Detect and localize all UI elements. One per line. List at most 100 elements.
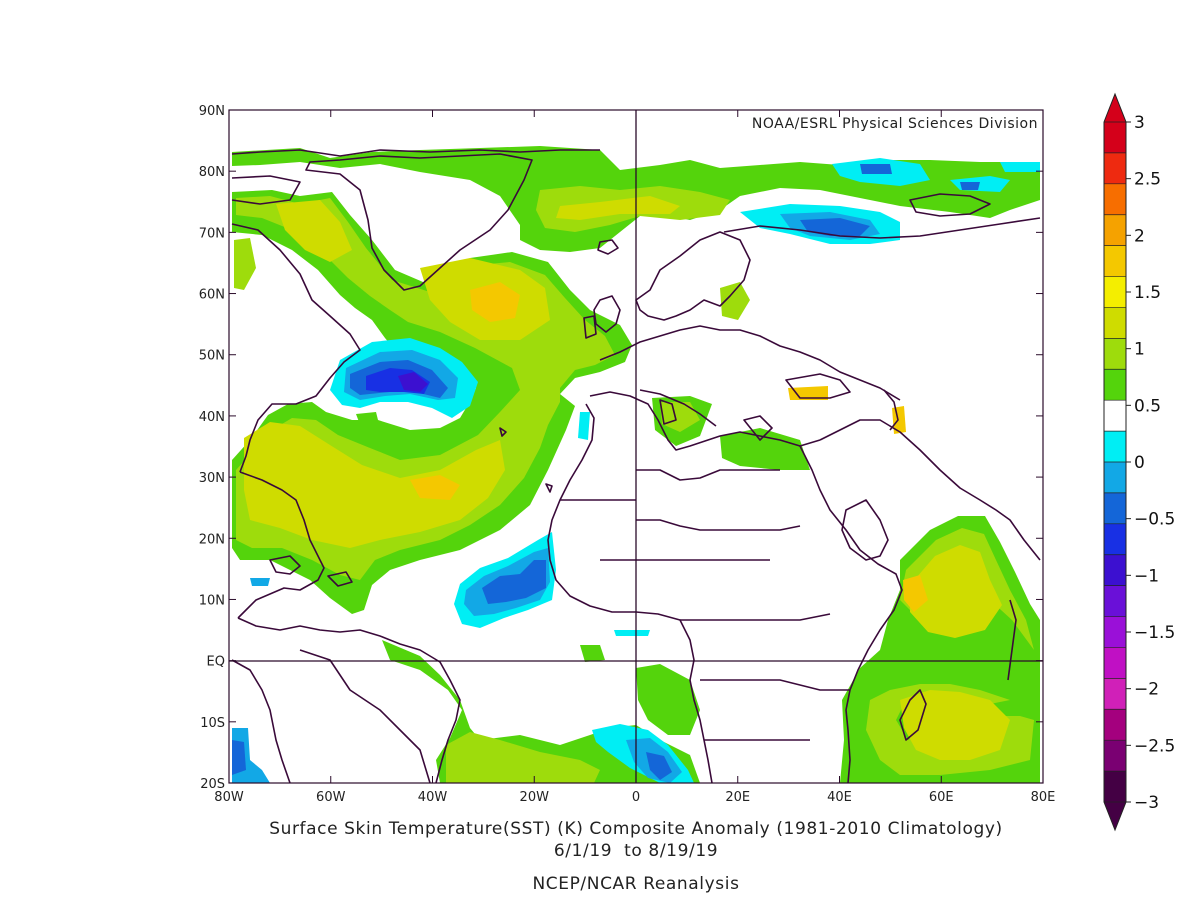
lon-tick-label: 60W [316, 790, 346, 805]
figure-caption-title: Surface Skin Temperature(SST) (K) Compos… [269, 819, 1003, 839]
colorbar-swatch [1104, 554, 1126, 587]
coastline-segment [819, 419, 1041, 561]
colorbar-swatch [1104, 214, 1126, 247]
lat-tick-label: 40N [199, 410, 225, 425]
lon-tick-label: 80E [1031, 790, 1056, 805]
anomaly-contour [234, 238, 256, 290]
colorbar-label: 0 [1134, 453, 1145, 473]
colorbar-label: 2.5 [1134, 170, 1161, 190]
coastline-segment [305, 153, 533, 291]
anomaly-contour [276, 200, 352, 262]
coastline-segment [841, 499, 889, 561]
axis-ticks: 80W 60W 40W 20W 0 20E 40E 60E 80E 90N 80N 70N 60N 50N… [199, 104, 1056, 805]
coastline-segment [636, 519, 801, 531]
anomaly-contour [410, 475, 460, 500]
colorbar-label: 3 [1134, 113, 1145, 133]
lat-tick-label: 30N [199, 471, 225, 486]
anomaly-contour [356, 412, 380, 430]
colorbar-label: −2 [1134, 680, 1159, 700]
colorbar-swatch [1104, 492, 1126, 525]
colorbar-swatch [1104, 523, 1126, 556]
coastline-segment [636, 469, 780, 481]
colorbar-swatch [1104, 338, 1126, 370]
coastline-segment [231, 149, 600, 157]
anomaly-contour [892, 406, 906, 434]
lat-tick-label: 90N [199, 104, 225, 119]
coastline-segment [327, 571, 353, 587]
anomaly-contour [482, 560, 546, 604]
colorbar-label: −2.5 [1134, 736, 1175, 756]
anomaly-contour [720, 282, 750, 320]
coastline-segment [547, 403, 713, 784]
colorbar-label: −1 [1134, 566, 1159, 586]
lat-tick-label: 20N [199, 532, 225, 547]
anomaly-contour [646, 752, 672, 780]
anomaly-contour [636, 664, 700, 735]
colorbar-label: −1.5 [1134, 623, 1175, 643]
lat-tick-label: 10N [199, 593, 225, 608]
colorbar-label: 2 [1134, 226, 1145, 246]
coastline-segment [231, 175, 301, 205]
anomaly-contour [860, 164, 892, 174]
anomaly-contour [580, 645, 605, 662]
anomaly-contour [720, 428, 810, 470]
coastline-segment [299, 649, 431, 784]
lon-tick-label: 80W [214, 790, 244, 805]
anomaly-contour [578, 412, 590, 440]
lat-tick-label: 80N [199, 165, 225, 180]
anomaly-contour [232, 740, 246, 775]
data-credit: NOAA/ESRL Physical Sciences Division [752, 116, 1038, 132]
anomaly-contour [660, 402, 700, 432]
lon-tick-label: 60E [929, 790, 954, 805]
coastline-segment [700, 679, 850, 691]
colorbar-top-arrow [1104, 94, 1126, 122]
coastline-segment [231, 223, 361, 473]
coastlines [231, 149, 1041, 784]
colorbar-swatch [1104, 369, 1126, 401]
anomaly-contour [1000, 162, 1040, 172]
anomaly-contour [614, 630, 650, 636]
anomaly-contour [470, 282, 520, 322]
colorbar-swatch [1104, 678, 1126, 710]
colorbar-swatch [1104, 152, 1126, 185]
coastline-segment [599, 325, 901, 401]
colorbar-swatch [1104, 400, 1126, 432]
coastline-segment [237, 617, 461, 784]
anomaly-contour [398, 372, 428, 392]
colorbar-label: 0.5 [1134, 396, 1161, 416]
coastline-segment [593, 295, 621, 333]
colorbar-bottom-arrow [1104, 802, 1126, 830]
anomaly-contour [446, 732, 600, 783]
coastline-segment [597, 239, 619, 255]
colorbar: 3 2.5 2 1.5 1 0.5 0 −0.5 −1 −1.5 −2 −2.5 −3 [1103, 92, 1175, 832]
colorbar-label: 1.5 [1134, 283, 1161, 303]
coastline-segment [680, 613, 831, 621]
coastline-segment [1007, 599, 1017, 681]
lat-tick-label: 10S [200, 716, 225, 731]
colorbar-swatch [1104, 771, 1126, 803]
colorbar-label: 1 [1134, 340, 1145, 360]
colorbar-swatch [1104, 276, 1126, 308]
coastline-segment [659, 399, 677, 425]
lat-tick-label: 50N [199, 349, 225, 364]
figure-caption-source: NCEP/NCAR Reanalysis [532, 874, 739, 894]
coastline-segment [909, 193, 991, 217]
coastline-segment [883, 389, 899, 431]
colorbar-swatch [1104, 647, 1126, 679]
lon-tick-label: 40E [827, 790, 852, 805]
lat-tick-label: 70N [199, 226, 225, 241]
anomaly-contour [903, 575, 928, 612]
colorbar-label: −0.5 [1134, 510, 1175, 530]
figure-caption-dates: 6/1/19 to 8/19/19 [554, 841, 718, 861]
coastline-segment [723, 217, 1041, 239]
colorbar-swatch [1104, 245, 1126, 278]
colorbar-swatch [1104, 183, 1126, 216]
colorbar-swatch [1104, 307, 1126, 339]
coastline-segment [269, 555, 301, 575]
anomaly-contour [800, 218, 870, 236]
anomaly-contour [910, 545, 1002, 638]
colorbar-swatch [1104, 616, 1126, 648]
coastline-segment [231, 659, 291, 784]
colorbar-swatch [1104, 585, 1126, 618]
